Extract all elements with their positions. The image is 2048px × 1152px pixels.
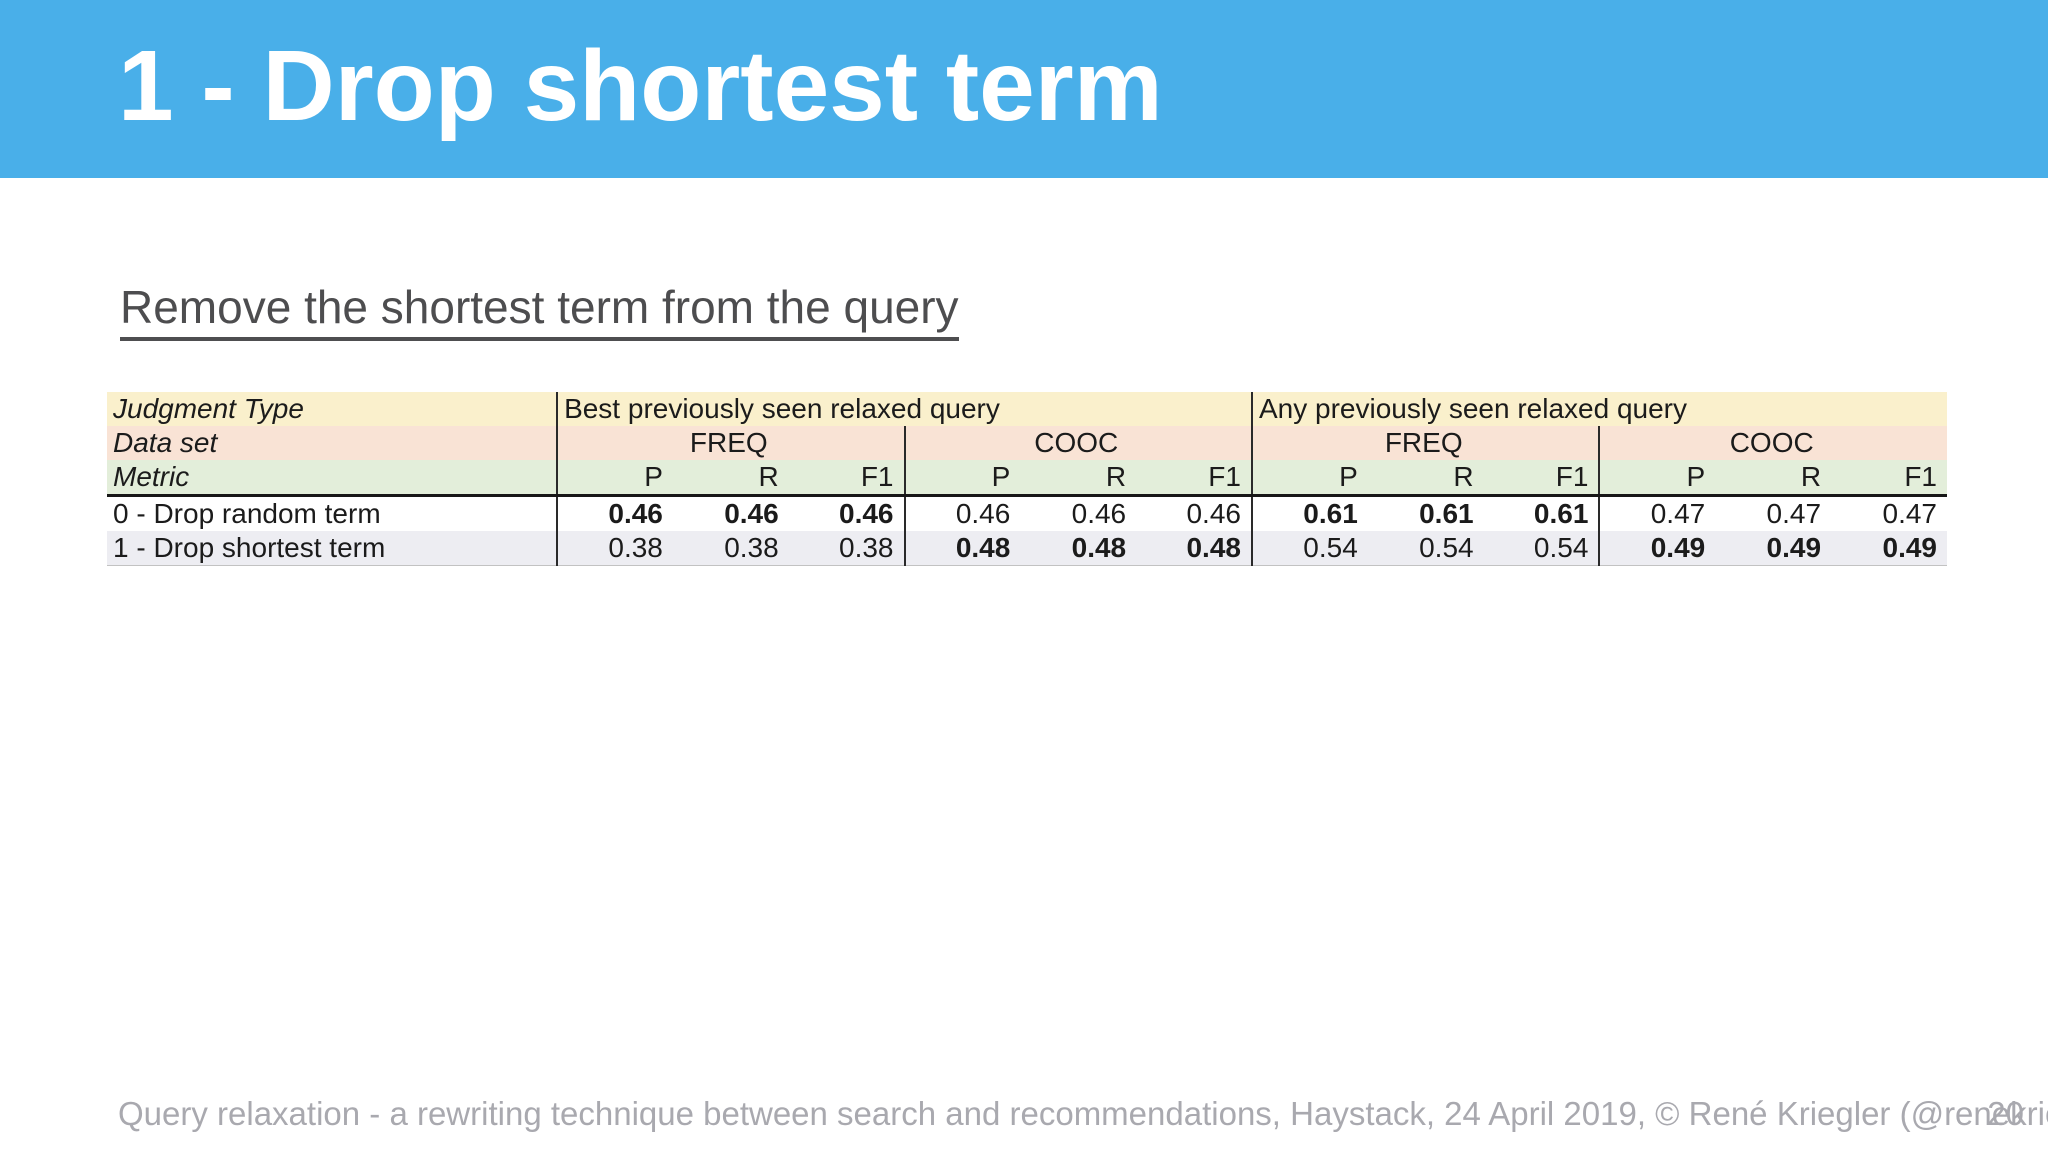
metric-header: R bbox=[1020, 460, 1137, 497]
row-header-data-set: Data set bbox=[107, 426, 558, 460]
dataset-any-cooc: COOC bbox=[1598, 426, 1947, 460]
table-row-data-set: Data set FREQ COOC FREQ COOC bbox=[107, 426, 1947, 460]
metric-value: 0.54 bbox=[1367, 531, 1484, 566]
metric-value: 0.38 bbox=[556, 531, 673, 566]
metric-header: P bbox=[903, 460, 1021, 497]
metric-header: F1 bbox=[1136, 460, 1252, 497]
metric-value: 0.46 bbox=[1136, 495, 1252, 531]
metric-header: R bbox=[1715, 460, 1832, 497]
metric-header: F1 bbox=[1483, 460, 1600, 497]
metric-header: P bbox=[1598, 460, 1716, 497]
judgment-group-any: Any previously seen relaxed query bbox=[1250, 392, 1947, 426]
row-label: 1 - Drop shortest term bbox=[107, 531, 558, 566]
metric-value: 0.54 bbox=[1250, 531, 1368, 566]
row-header-judgment-type: Judgment Type bbox=[107, 392, 558, 426]
table-row-drop-shortest-term: 1 - Drop shortest term 0.38 0.38 0.38 0.… bbox=[107, 531, 1947, 566]
slide-footer: Query relaxation - a rewriting technique… bbox=[0, 1094, 2048, 1134]
metric-value: 0.48 bbox=[1136, 531, 1252, 566]
metric-header: P bbox=[1250, 460, 1368, 497]
table-row-metric: Metric P R F1 P R F1 P R F1 P R F1 bbox=[107, 460, 1947, 497]
slide-title: 1 - Drop shortest term bbox=[118, 30, 1163, 142]
dataset-any-freq: FREQ bbox=[1250, 426, 1600, 460]
slide-subtitle: Remove the shortest term from the query bbox=[120, 282, 959, 341]
metric-value: 0.46 bbox=[1020, 495, 1137, 531]
metric-value: 0.49 bbox=[1715, 531, 1832, 566]
metric-value: 0.54 bbox=[1483, 531, 1600, 566]
footer-text: Query relaxation - a rewriting technique… bbox=[118, 1095, 2048, 1132]
page-number: 20 bbox=[1987, 1095, 2024, 1132]
metric-value: 0.48 bbox=[903, 531, 1021, 566]
metric-value: 0.49 bbox=[1598, 531, 1716, 566]
metric-value: 0.47 bbox=[1715, 495, 1832, 531]
metric-header: R bbox=[672, 460, 789, 497]
metric-header: P bbox=[556, 460, 673, 497]
results-table: Judgment Type Best previously seen relax… bbox=[107, 392, 1947, 566]
metric-value: 0.46 bbox=[556, 495, 673, 531]
judgment-group-best: Best previously seen relaxed query bbox=[556, 392, 1252, 426]
table-row-judgment-type: Judgment Type Best previously seen relax… bbox=[107, 392, 1947, 426]
metric-value: 0.61 bbox=[1483, 495, 1600, 531]
metric-value: 0.46 bbox=[788, 495, 905, 531]
metric-value: 0.38 bbox=[788, 531, 905, 566]
metric-value: 0.49 bbox=[1831, 531, 1947, 566]
metric-header: R bbox=[1367, 460, 1484, 497]
metric-value: 0.47 bbox=[1598, 495, 1716, 531]
metric-value: 0.61 bbox=[1250, 495, 1368, 531]
metric-value: 0.46 bbox=[672, 495, 789, 531]
dataset-best-cooc: COOC bbox=[903, 426, 1252, 460]
metric-value: 0.61 bbox=[1367, 495, 1484, 531]
metric-header: F1 bbox=[1831, 460, 1947, 497]
title-bar: 1 - Drop shortest term bbox=[0, 0, 2048, 178]
table-row-drop-random-term: 0 - Drop random term 0.46 0.46 0.46 0.46… bbox=[107, 495, 1947, 531]
metric-header: F1 bbox=[788, 460, 905, 497]
metric-value: 0.47 bbox=[1831, 495, 1947, 531]
dataset-best-freq: FREQ bbox=[556, 426, 905, 460]
metric-value: 0.38 bbox=[672, 531, 789, 566]
row-label: 0 - Drop random term bbox=[107, 495, 558, 531]
metric-value: 0.46 bbox=[903, 495, 1021, 531]
row-header-metric: Metric bbox=[107, 460, 558, 497]
metric-value: 0.48 bbox=[1020, 531, 1137, 566]
